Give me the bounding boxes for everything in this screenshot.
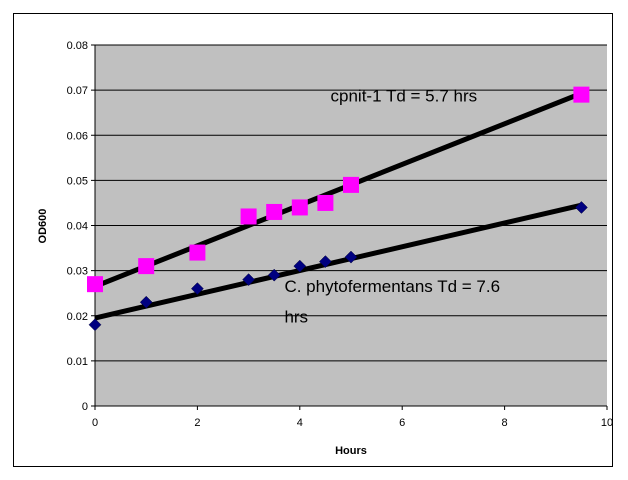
trendline-series-1 xyxy=(94,90,583,289)
trendline-annotation: cpnit-1 Td = 5.7 hrs xyxy=(331,86,478,105)
annotations: cpnit-1 Td = 5.7 hrs C. phytofermentans T… xyxy=(284,86,500,326)
x-tick-label: 8 xyxy=(502,417,508,429)
trendlines xyxy=(94,90,583,321)
square-marker xyxy=(291,199,308,216)
y-tick-label: 0.01 xyxy=(67,356,88,368)
axes xyxy=(91,44,608,410)
square-marker xyxy=(87,276,103,293)
y-tick-label: 0 xyxy=(82,401,88,413)
y-tick-label: 0.04 xyxy=(67,221,88,233)
diamond-marker xyxy=(319,255,332,268)
diamond-marker xyxy=(242,273,255,287)
x-tick-label: 10 xyxy=(601,417,613,429)
diamond-marker xyxy=(344,250,358,264)
trendline-annotation: hrs xyxy=(284,308,308,327)
y-axis-title: OD600 xyxy=(37,209,49,244)
x-tick-label: 6 xyxy=(399,417,405,429)
diamond-marker xyxy=(267,268,281,282)
x-tick-label: 0 xyxy=(92,417,98,429)
x-tick-label: 4 xyxy=(297,417,303,429)
y-tick-label: 0.02 xyxy=(67,311,88,323)
y-tick-label: 0.06 xyxy=(67,130,88,142)
square-marker xyxy=(343,176,359,193)
x-tick-label: 2 xyxy=(194,417,200,429)
tick-labels: 0 0.01 0.02 0.03 0.04 0.05 0.06 0.07 0.08 0 2 4 6 8 10 xyxy=(67,40,614,429)
square-marker xyxy=(240,208,257,225)
y-tick-label: 0.03 xyxy=(67,266,88,278)
diamond-marker xyxy=(575,201,588,214)
data-markers xyxy=(87,86,590,332)
diamond-marker xyxy=(191,282,204,296)
square-marker xyxy=(138,258,155,275)
diamond-marker xyxy=(293,259,307,273)
y-tick-label: 0.07 xyxy=(67,85,88,97)
trendline-annotation: C. phytofermentans Td = 7.6 xyxy=(284,277,500,296)
square-marker xyxy=(189,244,206,261)
diamond-marker xyxy=(88,318,102,332)
trendline-series-2 xyxy=(94,202,582,321)
square-marker xyxy=(317,194,334,211)
grid-lines xyxy=(95,44,607,362)
y-tick-label: 0.08 xyxy=(67,40,88,52)
diamond-marker xyxy=(139,295,153,309)
x-axis-title: Hours xyxy=(335,445,367,457)
square-marker xyxy=(266,203,283,220)
y-tick-label: 0.05 xyxy=(67,175,88,187)
square-marker xyxy=(573,86,590,103)
